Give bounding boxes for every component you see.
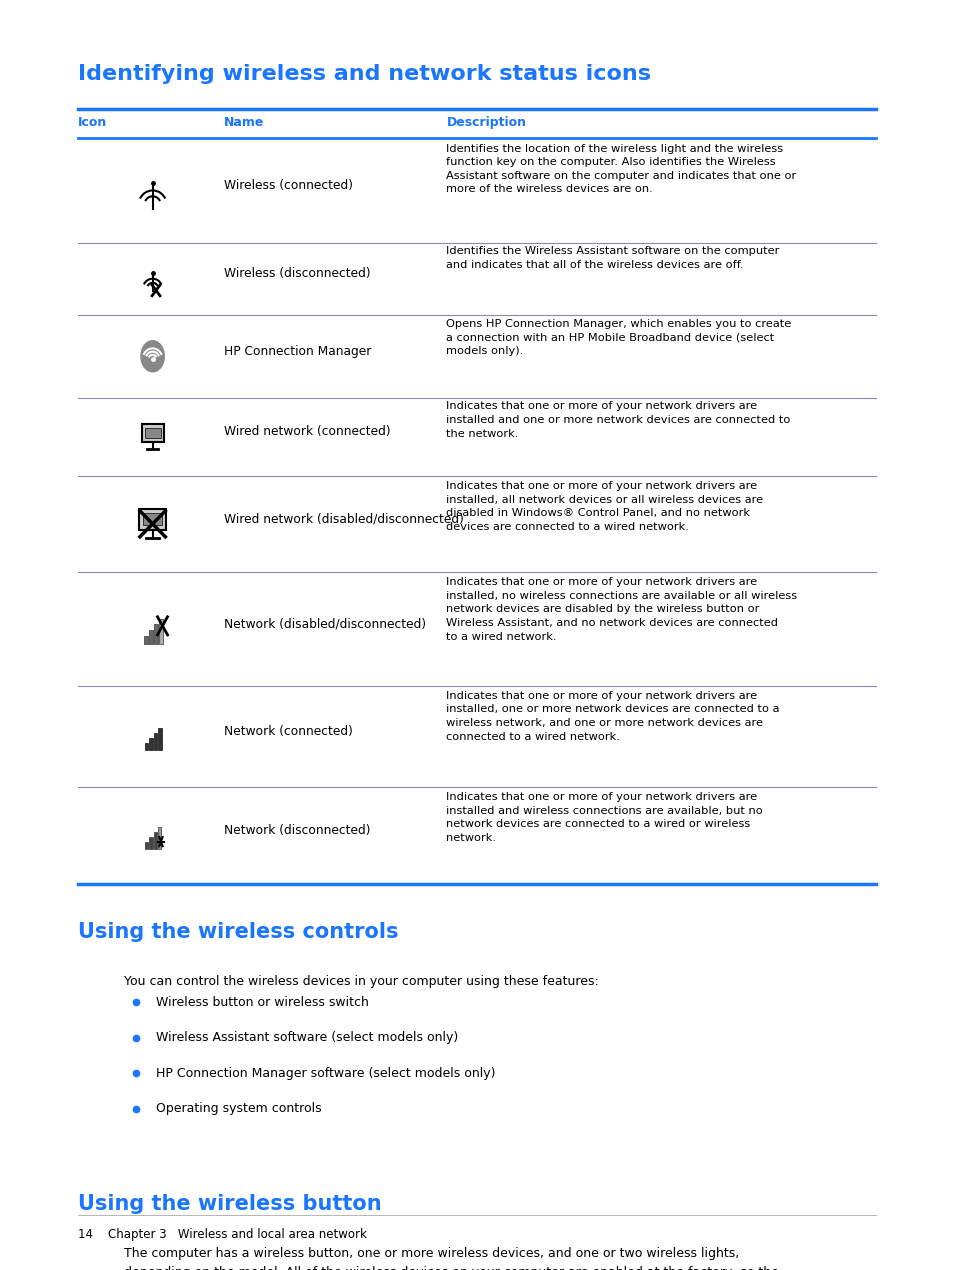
Text: Wired network (connected): Wired network (connected)	[224, 425, 391, 438]
Text: Network (disabled/disconnected): Network (disabled/disconnected)	[224, 617, 426, 630]
Bar	[153, 832, 156, 848]
Bar	[150, 837, 152, 848]
Text: Wireless button or wireless switch: Wireless button or wireless switch	[155, 996, 368, 1008]
Bar	[149, 630, 152, 644]
Text: Name: Name	[224, 116, 264, 128]
Bar	[149, 738, 152, 751]
Text: Identifies the Wireless Assistant software on the computer
and indicates that al: Identifies the Wireless Assistant softwa…	[446, 246, 779, 269]
Text: Identifies the location of the wireless light and the wireless
function key on t: Identifies the location of the wireless …	[446, 144, 796, 194]
Text: Indicates that one or more of your network drivers are
installed, one or more ne: Indicates that one or more of your netwo…	[446, 691, 780, 742]
Text: Wireless Assistant software (select models only): Wireless Assistant software (select mode…	[155, 1031, 457, 1044]
Bar	[145, 842, 149, 848]
Text: Indicates that one or more of your network drivers are
installed, no wireless co: Indicates that one or more of your netwo…	[446, 578, 797, 641]
Circle shape	[141, 340, 164, 372]
Text: Indicates that one or more of your network drivers are
installed and one or more: Indicates that one or more of your netwo…	[446, 401, 790, 438]
Text: 14    Chapter 3   Wireless and local area network: 14 Chapter 3 Wireless and local area net…	[78, 1228, 367, 1241]
Text: HP Connection Manager software (select models only): HP Connection Manager software (select m…	[155, 1067, 495, 1080]
Text: Wireless (disconnected): Wireless (disconnected)	[224, 267, 371, 281]
Text: Wired network (disabled/disconnected): Wired network (disabled/disconnected)	[224, 512, 463, 526]
Bar	[141, 424, 164, 442]
Bar	[145, 428, 160, 438]
Text: Identifying wireless and network status icons: Identifying wireless and network status …	[78, 64, 651, 84]
Bar	[143, 513, 162, 525]
Text: Network (disconnected): Network (disconnected)	[224, 824, 371, 837]
Bar	[157, 827, 161, 848]
Text: The computer has a wireless button, one or more wireless devices, and one or two: The computer has a wireless button, one …	[124, 1247, 778, 1270]
Bar	[153, 733, 157, 751]
Bar	[153, 625, 157, 644]
Text: Description: Description	[446, 116, 526, 128]
Bar	[158, 618, 163, 644]
Text: Indicates that one or more of your network drivers are
installed and wireless co: Indicates that one or more of your netwo…	[446, 792, 762, 843]
Bar	[139, 508, 166, 530]
Text: You can control the wireless devices in your computer using these features:: You can control the wireless devices in …	[124, 975, 598, 988]
Text: Indicates that one or more of your network drivers are
installed, all network de: Indicates that one or more of your netwo…	[446, 481, 762, 532]
Bar	[144, 636, 148, 644]
Text: Opens HP Connection Manager, which enables you to create
a connection with an HP: Opens HP Connection Manager, which enabl…	[446, 319, 791, 357]
Bar	[158, 728, 161, 751]
Text: Wireless (connected): Wireless (connected)	[224, 179, 353, 192]
Text: Icon: Icon	[78, 116, 108, 128]
Text: Using the wireless controls: Using the wireless controls	[78, 922, 398, 942]
Text: Network (connected): Network (connected)	[224, 725, 353, 738]
Text: Operating system controls: Operating system controls	[155, 1102, 321, 1115]
Text: Using the wireless button: Using the wireless button	[78, 1194, 381, 1214]
Text: HP Connection Manager: HP Connection Manager	[224, 344, 371, 358]
Bar	[145, 743, 148, 751]
